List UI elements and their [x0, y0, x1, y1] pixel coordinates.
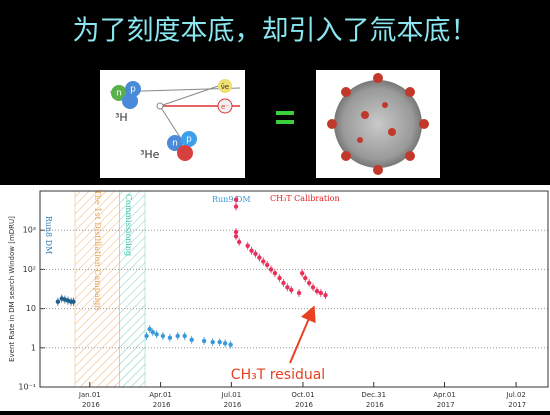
- equals-sign: [276, 111, 294, 124]
- annotation: Run8 DM: [44, 216, 53, 255]
- data-point: [245, 243, 250, 248]
- data-point: [222, 341, 228, 346]
- data-point: [310, 285, 316, 290]
- data-point: [210, 339, 215, 345]
- data-point: [175, 333, 180, 339]
- data-point: [236, 239, 242, 245]
- data-point: [289, 287, 294, 293]
- arrow: [289, 305, 316, 364]
- annotation: CH₃T residual: [231, 367, 325, 383]
- chart: 10⁻¹ 1 10 10² 10³ Jan.01 2016 Apr.01 2016 Jul.0…: [8, 190, 549, 409]
- data-point: [217, 339, 222, 345]
- data-point: [249, 248, 254, 253]
- data-point: [261, 259, 266, 264]
- y-axis-label: Event Rate in DM search Window [mDRU]: [8, 216, 16, 362]
- annotation: Commissioning: [124, 194, 133, 256]
- data-point: [306, 280, 312, 286]
- data-point: [233, 229, 239, 235]
- particle-label: ν̄e: [221, 83, 229, 91]
- data-point: [253, 251, 258, 257]
- data-point: [147, 326, 152, 332]
- x-tick-label: Jul.01 2016: [221, 391, 242, 409]
- x-tick-label: Jan.01 2016: [78, 391, 101, 409]
- x-tick-label: Apr.01 2016: [149, 391, 172, 409]
- decay-diagram: n p n p ³H ³He ν̄e e⁻: [100, 70, 245, 178]
- data-point: [303, 275, 308, 281]
- particle-label: p: [130, 85, 136, 95]
- data-point: [144, 333, 149, 339]
- data-point: [264, 262, 270, 268]
- nucleus-label: ³He: [140, 148, 160, 161]
- data-point: [201, 338, 207, 344]
- data-point: [257, 255, 262, 260]
- data-point: [299, 270, 305, 276]
- annotation: Run9 DM: [212, 195, 251, 204]
- data-point: [296, 290, 302, 296]
- particle-label: e⁻: [221, 103, 229, 111]
- data-point: [160, 333, 166, 339]
- data-point: [55, 299, 61, 304]
- data-point: [233, 234, 239, 239]
- data-point: [314, 288, 320, 294]
- particle-label: n: [116, 89, 122, 99]
- x-tick-label: Dec.31 2016: [361, 391, 386, 409]
- nucleus-label: ³H: [115, 111, 128, 124]
- data-point: [285, 285, 290, 290]
- period-span: [119, 190, 146, 388]
- x-tick-label: Oct.01 2016: [291, 391, 314, 409]
- period-span: [74, 190, 120, 388]
- data-point: [277, 275, 282, 281]
- plot-frame: [39, 190, 549, 388]
- data-point: [182, 333, 187, 339]
- slide-title: 为了刻度本底，却引入了氚本底！: [73, 16, 478, 47]
- annotation: CH₃T Calibration: [270, 194, 340, 203]
- data-point: [233, 197, 239, 202]
- y-tick-label: 10²: [23, 265, 36, 274]
- data-point: [233, 204, 239, 209]
- data-point: [150, 330, 156, 335]
- data-point: [318, 290, 324, 296]
- data-point: [189, 337, 194, 342]
- y-tick-label: 10³: [23, 226, 36, 235]
- data-point: [71, 299, 76, 304]
- particle-label: n: [172, 139, 178, 149]
- data-point: [167, 335, 173, 340]
- y-tick-label: 10⁻¹: [18, 383, 36, 392]
- data-point: [154, 332, 159, 337]
- annotation: The 1st Distillation Campaign: [93, 190, 102, 311]
- x-tick-label: Jul.02 2017: [505, 391, 526, 409]
- y-tick-label: 10: [26, 304, 36, 313]
- data-point: [228, 342, 233, 347]
- x-tick-label: Apr.01 2017: [433, 391, 456, 409]
- data-point: [268, 267, 274, 272]
- data-point: [281, 280, 286, 286]
- particle-label: p: [186, 135, 192, 145]
- virus-image: [316, 70, 440, 178]
- data-point: [323, 292, 328, 298]
- y-tick-label: 1: [31, 343, 36, 352]
- data-point: [272, 270, 278, 276]
